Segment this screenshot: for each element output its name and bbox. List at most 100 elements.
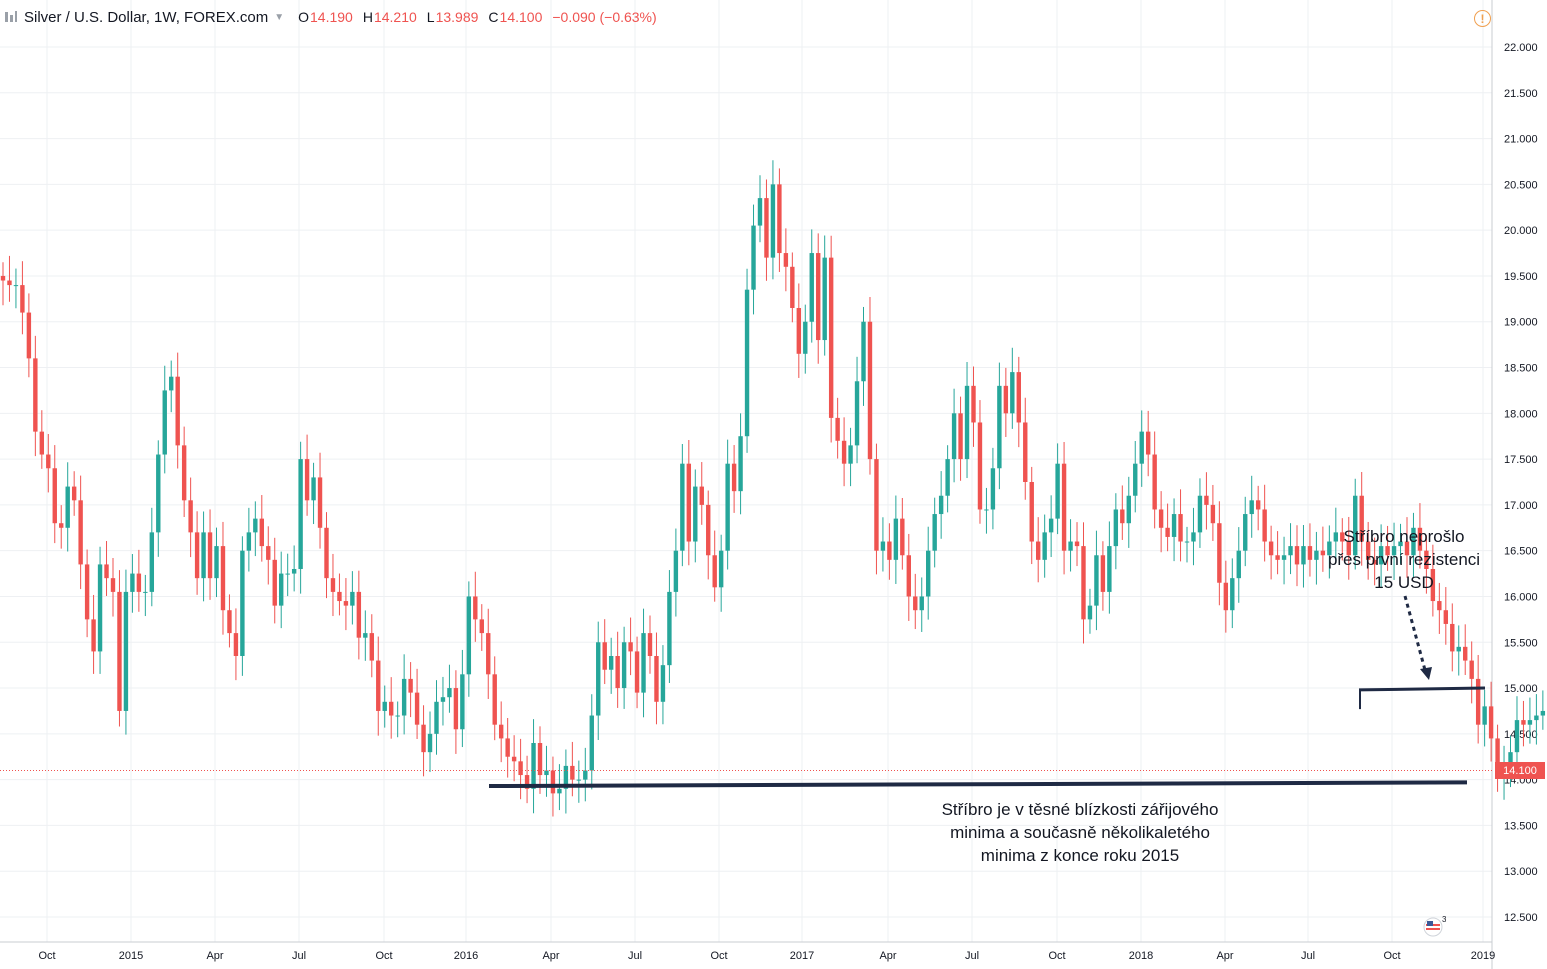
candle-body — [285, 573, 290, 575]
candle-body — [1236, 550, 1241, 579]
y-tick-label: 17.500 — [1504, 454, 1538, 466]
x-tick-label: 2018 — [1129, 950, 1153, 962]
y-tick-label: 13.000 — [1504, 866, 1538, 878]
annotation-line: Stříbro je v těsné blízkosti zářijového — [941, 800, 1219, 819]
candle-body — [253, 518, 258, 533]
candle-body — [395, 715, 400, 717]
chevron-down-icon[interactable]: ▼ — [274, 11, 285, 23]
candle-body — [790, 266, 795, 308]
y-tick-label: 20.500 — [1504, 179, 1538, 191]
candle-body — [951, 413, 957, 460]
candle-body — [1527, 720, 1533, 725]
candle-body — [647, 633, 653, 656]
candle-body — [110, 578, 116, 592]
candle-body — [291, 569, 297, 574]
candle-body — [867, 321, 873, 460]
x-tick-label: Jul — [292, 950, 306, 962]
candle-body — [835, 417, 840, 441]
y-tick-label: 17.000 — [1504, 500, 1538, 512]
candle-body — [311, 477, 316, 501]
symbol-title[interactable]: Silver / U.S. Dollar, 1W, FOREX.com — [24, 8, 269, 26]
candle-body — [1074, 541, 1080, 547]
candle-body — [363, 633, 368, 638]
candle-body — [343, 601, 349, 606]
candle-body — [738, 436, 743, 492]
candle-body — [156, 454, 161, 533]
candle-body — [919, 596, 924, 611]
candle-body — [1385, 546, 1390, 556]
candle-body — [1126, 495, 1131, 524]
candle-body — [227, 610, 232, 634]
y-tick-label: 21.500 — [1504, 88, 1538, 100]
candle-body — [1488, 706, 1494, 739]
candle-body — [796, 308, 802, 354]
x-tick-label: 2016 — [454, 950, 478, 962]
x-tick-label: Oct — [710, 950, 727, 962]
candle-body — [550, 770, 556, 794]
candle-body — [266, 546, 271, 560]
candle-body — [1307, 546, 1313, 560]
candle-body — [272, 559, 277, 606]
candle-body — [259, 518, 264, 547]
candle-body — [1417, 527, 1423, 551]
candle-body — [65, 486, 70, 528]
candle-body — [337, 591, 342, 602]
candle-body — [1100, 555, 1106, 592]
annotation-line: Stříbro neprošlo — [1343, 527, 1465, 546]
candle-body — [71, 486, 77, 501]
candle-body — [194, 532, 200, 579]
x-tick-label: 2015 — [119, 950, 143, 962]
warning-icon[interactable]: ! — [1474, 10, 1491, 27]
candle-body — [1230, 578, 1235, 611]
us-flag-icon[interactable]: 3 — [1422, 914, 1446, 938]
candle-body — [1184, 541, 1190, 543]
candle-body — [233, 633, 239, 656]
candle-body — [1475, 678, 1481, 725]
chart-bars-icon[interactable] — [4, 10, 18, 24]
candle-body — [1036, 541, 1041, 560]
candle-body — [1495, 738, 1500, 776]
open-readout: O14.190 — [298, 9, 353, 25]
candle-body — [440, 697, 446, 702]
candle-body — [563, 765, 569, 789]
candle-body — [460, 674, 465, 730]
annotation-line: minima z konce roku 2015 — [980, 846, 1180, 865]
candle-body — [304, 459, 310, 501]
candle-body — [104, 564, 109, 579]
candle-body — [938, 495, 944, 515]
candle-body — [1463, 646, 1468, 661]
candle-body — [298, 459, 303, 569]
candle-body — [453, 688, 459, 730]
arrow-head — [1420, 667, 1432, 680]
candle-body — [317, 477, 323, 528]
y-tick-label: 16.000 — [1504, 591, 1538, 603]
candle-body — [498, 724, 504, 739]
candle-body — [1055, 463, 1060, 519]
x-tick-label: 2017 — [790, 950, 814, 962]
candle-body — [1391, 546, 1397, 556]
candle-body — [1178, 514, 1183, 542]
candle-body — [1120, 509, 1125, 524]
candle-body — [1514, 720, 1520, 753]
x-tick-label: Oct — [38, 950, 55, 962]
candle-body — [602, 642, 607, 670]
candle-body — [39, 431, 45, 455]
candle-body — [84, 564, 90, 620]
candle-body — [1068, 541, 1073, 551]
candle-body — [188, 500, 193, 533]
candle-body — [1223, 582, 1229, 611]
candle-body — [537, 743, 543, 776]
candle-body — [913, 596, 918, 611]
candle-body — [149, 532, 155, 592]
candle-body — [1042, 532, 1047, 560]
candle-body — [97, 564, 103, 652]
candle-body — [421, 724, 426, 753]
candle-body — [725, 463, 730, 551]
candle-body — [1411, 527, 1416, 556]
candle-body — [803, 321, 808, 354]
last-price-tag: 14.100 — [1495, 762, 1545, 779]
candle-body — [1404, 541, 1410, 556]
candle-body — [1249, 500, 1254, 515]
candle-body — [1081, 546, 1086, 620]
